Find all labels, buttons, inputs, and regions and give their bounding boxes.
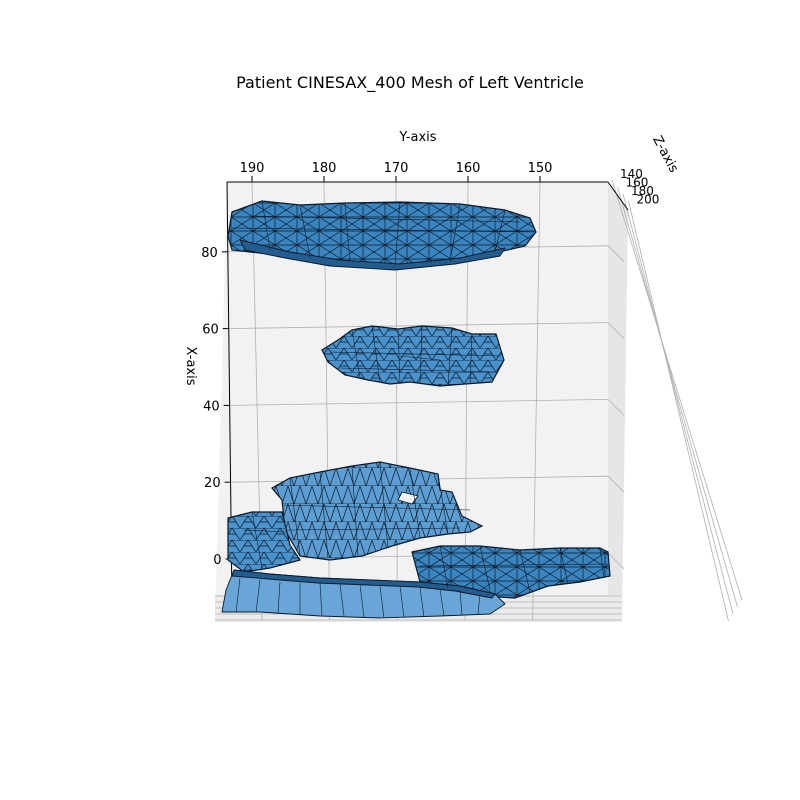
- mesh-slice-top-rim: [239, 239, 506, 271]
- mesh-slice-bottom: [221, 511, 611, 619]
- mesh-slice-middle-wire: [329, 325, 501, 387]
- x-tick-label-2: 40: [203, 399, 220, 414]
- side-pane: [608, 182, 628, 620]
- mesh-slice-lower-body: [271, 461, 484, 561]
- x-side-gridline-0: [607, 552, 625, 570]
- z-gridline-2: [622, 193, 734, 615]
- x-side-gridline-1: [607, 475, 625, 493]
- z-gridline-1: [617, 186, 738, 608]
- mesh-slice-lower-hole: [397, 491, 419, 505]
- mesh-slice-bottom-wire: [235, 511, 609, 619]
- mesh-slice-middle: [321, 325, 505, 387]
- x-tick-label-1: 20: [204, 476, 221, 491]
- y-axis-label: Y-axis: [398, 130, 436, 145]
- y-tick-label-4: 150: [528, 161, 553, 176]
- y-gridline-4: [532, 181, 541, 621]
- y-tick-label-2: 170: [384, 161, 409, 176]
- x-side-gridline-2: [607, 399, 625, 416]
- x-tick-label-3: 60: [202, 323, 219, 338]
- z-gridline-3: [628, 200, 729, 622]
- y-tick-label-0: 190: [240, 161, 265, 176]
- y-tick-label-1: 180: [312, 161, 337, 176]
- z-tick-label-0: 140: [620, 167, 643, 181]
- z-axis-label: Z-axis: [649, 133, 681, 175]
- x-tick-label-0: 0: [213, 553, 221, 568]
- mesh-slice-top-wire: [231, 200, 537, 267]
- mesh-slice-bottom-left: [227, 511, 301, 573]
- mesh-slice-top: [227, 200, 537, 271]
- x-axis-label: X-axis: [183, 347, 198, 386]
- z-tick-label-3: 200: [637, 193, 660, 207]
- chart-title: Patient CINESAX_400 Mesh of Left Ventric…: [236, 73, 584, 93]
- mesh-slice-lower: [271, 461, 484, 561]
- z-axis-line: [607, 181, 629, 211]
- x-tick-label-4: 80: [201, 246, 218, 261]
- x-gridline-3: [228, 322, 609, 329]
- mesh-slice-bottom-edge: [231, 569, 496, 599]
- mesh-slice-lower-wire: [281, 461, 471, 559]
- x-side-gridline-4: [607, 245, 625, 263]
- x-side-gridline-3: [607, 322, 625, 339]
- z-gridline-0: [611, 179, 743, 601]
- x-gridline-2: [229, 399, 609, 406]
- z-tick-label-2: 180: [631, 184, 654, 198]
- y-tick-label-3: 160: [456, 161, 481, 176]
- z-tick-label-1: 160: [626, 176, 649, 190]
